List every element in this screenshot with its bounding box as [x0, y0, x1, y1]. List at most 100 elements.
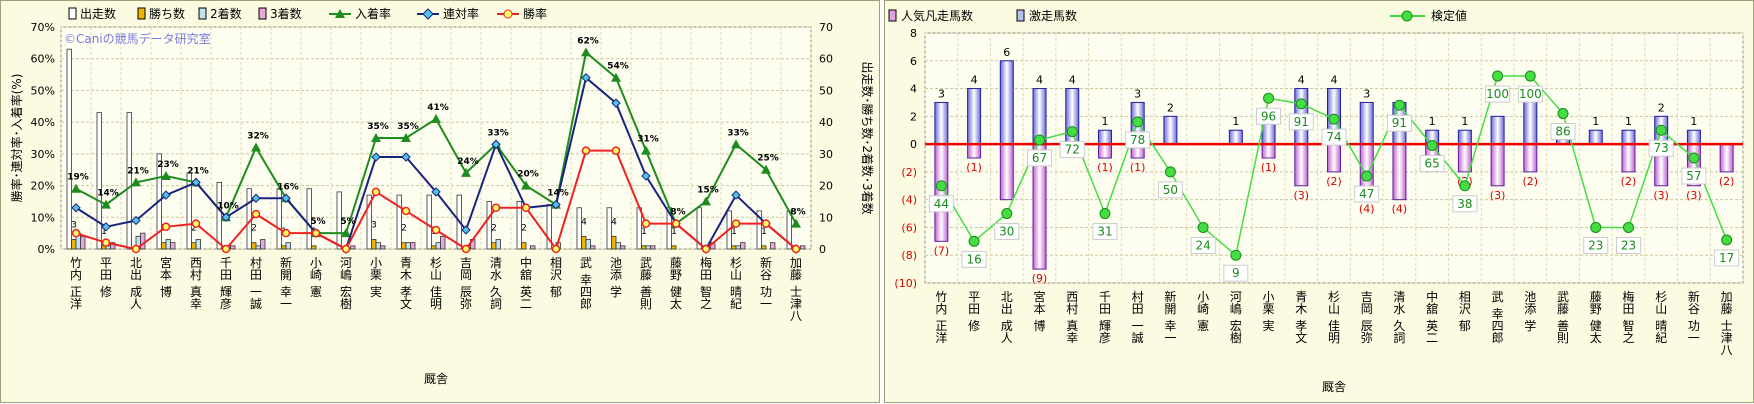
point-data-label: 23 — [1588, 238, 1603, 252]
point-検定値 — [1066, 126, 1078, 138]
point-data-label: 21% — [127, 166, 149, 176]
point-検定値 — [1361, 170, 1373, 182]
bar-3着数 — [380, 245, 386, 250]
bar-勝ち数 — [581, 235, 587, 250]
point-data-label: 44 — [934, 197, 949, 211]
bar-激走馬数 — [1490, 115, 1505, 145]
bar-data-label-neg: (3) — [1653, 189, 1669, 202]
point-検定値 — [1230, 249, 1242, 261]
point-label-box — [1190, 236, 1216, 254]
bar-data-label: 1 — [101, 227, 107, 237]
point-検定値 — [1328, 113, 1340, 125]
bar-3着数 — [140, 232, 146, 250]
point-連対率 — [161, 190, 171, 200]
bar-3着数 — [800, 245, 806, 250]
point-data-label: 100 — [1519, 87, 1542, 101]
y-tick-label: 70% — [31, 21, 55, 34]
bar-data-label: 4 — [1036, 74, 1043, 87]
point-入着率 — [371, 133, 381, 142]
bar-data-label-neg: (1) — [1130, 161, 1146, 174]
point-data-label: 54% — [607, 62, 629, 72]
point-勝率 — [671, 219, 681, 228]
bar-人気凡走馬数 — [1294, 143, 1309, 187]
bar-3着数 — [260, 239, 266, 250]
bar-data-label: 2 — [401, 224, 407, 234]
x-tick-label: 北出 成人 — [130, 256, 142, 311]
bar-3着数 — [170, 242, 176, 250]
bar-data-label: 4 — [611, 217, 617, 227]
bar-data-label: 2 — [491, 224, 497, 234]
point-検定値 — [1197, 221, 1209, 233]
point-勝率 — [251, 209, 261, 219]
point-入着率 — [431, 113, 441, 123]
point-label-box — [1354, 185, 1380, 203]
x-tick-label: 西村 真幸 — [190, 256, 202, 311]
point-入着率 — [101, 199, 111, 209]
y-tick-label: 60% — [31, 53, 55, 66]
bar-出走数 — [336, 191, 342, 250]
point-data-label: 33% — [727, 128, 749, 138]
bar-data-label-neg: (4) — [1392, 203, 1408, 216]
bar-data-label: 1 — [1232, 115, 1239, 128]
bar-3着数 — [440, 235, 446, 250]
x-tick-label: 清水 久詞 — [1393, 290, 1405, 345]
x-tick-label: 千田 輝彦 — [220, 256, 232, 311]
bar-data-label: 2 — [521, 224, 527, 234]
point-勝率 — [551, 244, 561, 254]
point-data-label: 23% — [157, 160, 179, 170]
y-tick-label: (4) — [901, 194, 917, 207]
bar-勝ち数 — [161, 242, 167, 250]
point-label-box — [994, 223, 1020, 241]
point-検定値 — [1524, 70, 1536, 82]
point-連対率 — [251, 193, 261, 203]
point-検定値 — [935, 180, 947, 192]
y2-tick-label: 10 — [819, 211, 833, 224]
x-tick-label: 北出 成人 — [1001, 290, 1013, 345]
y-tick-label: 0% — [38, 243, 55, 256]
point-連対率 — [461, 225, 471, 235]
point-data-label: 35% — [367, 122, 389, 132]
y-axis-title: 勝率･連対率･入着率(%) — [9, 74, 24, 203]
bar-激走馬数 — [1621, 129, 1636, 145]
bar-2着数 — [195, 239, 201, 250]
y-tick-label: (2) — [901, 166, 917, 179]
bar-2着数 — [615, 242, 621, 250]
point-勝率 — [71, 228, 81, 238]
point-data-label: 73 — [1654, 141, 1669, 155]
point-data-label: 67 — [1032, 151, 1047, 165]
point-data-label: 91 — [1392, 116, 1407, 130]
legend-swatch — [68, 7, 77, 20]
x-tick-label: 池添 学 — [1524, 290, 1536, 333]
bar-人気凡走馬数 — [967, 143, 982, 159]
y2-tick-label: 40 — [819, 116, 833, 129]
x-tick-label: 梅田 智之 — [1622, 289, 1634, 345]
point-検定値 — [1164, 166, 1176, 178]
point-検定値 — [1034, 134, 1046, 146]
bar-data-label: 2 — [251, 224, 257, 234]
y-tick-label: (10) — [894, 277, 917, 290]
y2-tick-label: 0 — [819, 243, 826, 256]
left-chart-svg: 0% 0 10% 10 20% 20 30% 30 40% 40 50% 50 60% 60 70% 70 出走… — [9, 6, 875, 386]
bar-激走馬数 — [1228, 129, 1243, 145]
bar-出走数 — [306, 188, 312, 250]
bar-出走数 — [696, 207, 702, 250]
bar-人気凡走馬数 — [1523, 143, 1538, 173]
point-連対率 — [431, 187, 441, 197]
point-入着率 — [131, 177, 141, 187]
bar-出走数 — [66, 48, 72, 250]
bar-3着数 — [770, 242, 776, 250]
x-tick-label: 宮本 博 — [160, 255, 172, 299]
point-勝率 — [281, 228, 291, 238]
bar-data-label: 1 — [641, 227, 647, 237]
bar-3着数 — [590, 245, 596, 250]
bar-data-label: 1 — [1592, 115, 1599, 128]
x-tick-label: 武藤 善則 — [1557, 290, 1569, 345]
point-検定値 — [1590, 221, 1602, 233]
bar-出走数 — [756, 210, 762, 250]
point-data-label: 5% — [340, 217, 355, 227]
legend-label: 2着数 — [210, 6, 242, 21]
point-勝率 — [491, 203, 501, 213]
bar-出走数 — [396, 194, 402, 250]
point-勝率 — [731, 219, 741, 228]
bar-激走馬数 — [1097, 129, 1112, 145]
